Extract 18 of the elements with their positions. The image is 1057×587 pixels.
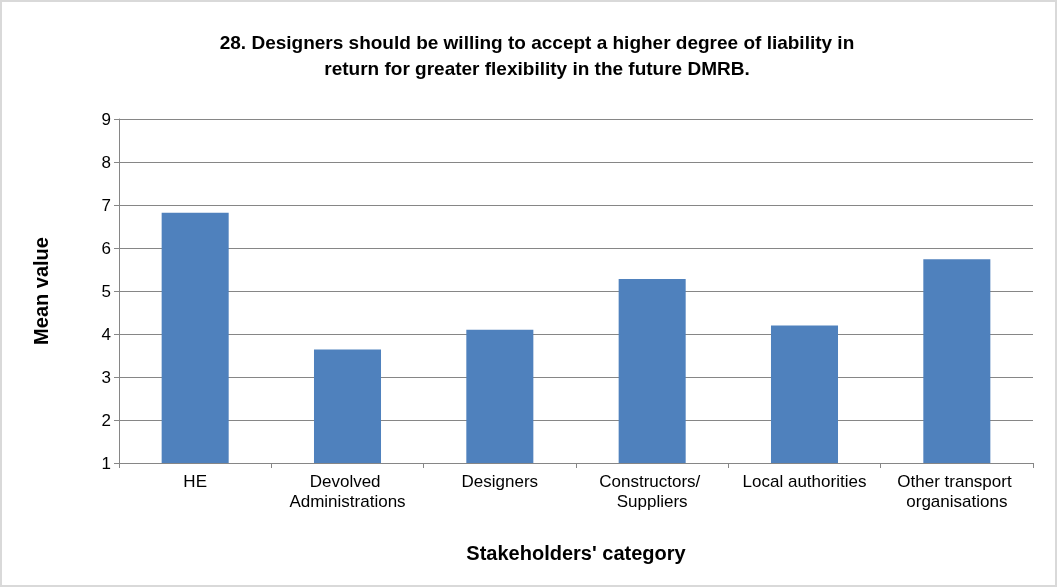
x-tick-label: Other transport organisations <box>897 471 1017 511</box>
x-axis-title: Stakeholders' category <box>466 542 687 564</box>
y-tick-label: 3 <box>101 367 111 387</box>
y-tick-label: 4 <box>101 324 111 344</box>
y-tick-label: 9 <box>101 109 111 129</box>
x-tick-label: Designers <box>461 471 539 491</box>
x-tick-label: Local authorities <box>742 471 867 491</box>
y-tick-label: 7 <box>101 195 111 215</box>
y-tick-label: 1 <box>101 453 111 473</box>
y-tick-label: 5 <box>101 281 111 301</box>
x-tick-label: HE <box>183 471 207 491</box>
chart-title: 28. Designers should be willing to accept a higher degree of liability in return for greater flexibility in the future DMRB. <box>219 31 855 79</box>
x-tick-label: Constructors/ Suppliers <box>599 471 706 511</box>
y-tick-label: 8 <box>101 152 111 172</box>
y-tick-label: 6 <box>101 238 111 258</box>
y-tick-label: 2 <box>101 410 111 430</box>
x-tick-label: Devolved Administrations <box>289 471 406 511</box>
y-axis-title: Mean value <box>30 237 52 345</box>
